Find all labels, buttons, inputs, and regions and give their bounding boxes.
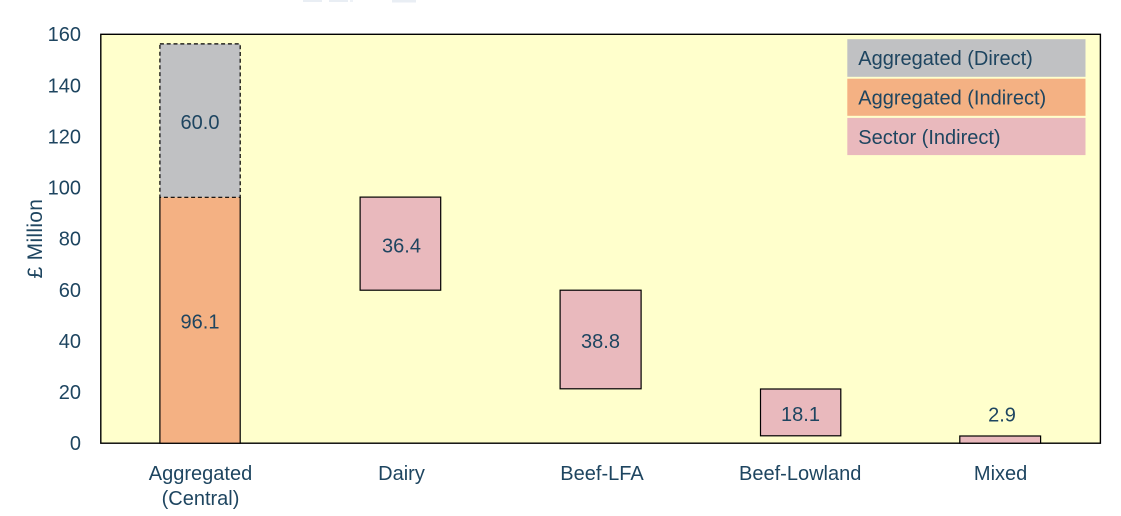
svg-text:Mixed: Mixed bbox=[974, 463, 1027, 485]
svg-text:18.1: 18.1 bbox=[781, 404, 820, 426]
svg-text:80: 80 bbox=[59, 229, 81, 251]
svg-text:Aggregated: Aggregated bbox=[149, 463, 252, 485]
svg-text:£ Million: £ Million bbox=[24, 199, 47, 279]
svg-text:Sector (Indirect): Sector (Indirect) bbox=[858, 127, 1000, 149]
svg-text:120: 120 bbox=[48, 127, 81, 149]
svg-text:0: 0 bbox=[70, 433, 81, 455]
svg-text:(Central): (Central) bbox=[162, 488, 240, 510]
svg-text:100: 100 bbox=[48, 178, 81, 200]
svg-text:96.1: 96.1 bbox=[181, 312, 220, 334]
svg-text:2.9: 2.9 bbox=[988, 405, 1016, 427]
svg-text:140: 140 bbox=[48, 75, 81, 97]
svg-text:Beef-Lowland: Beef-Lowland bbox=[739, 463, 861, 485]
svg-text:36.4: 36.4 bbox=[382, 235, 421, 257]
svg-text:40: 40 bbox=[59, 331, 81, 353]
svg-text:Aggregated (Indirect): Aggregated (Indirect) bbox=[858, 88, 1046, 110]
svg-text:Beef-LFA: Beef-LFA bbox=[560, 463, 644, 485]
svg-text:60.0: 60.0 bbox=[181, 112, 220, 134]
svg-text:20: 20 bbox=[59, 382, 81, 404]
svg-text:Aggregated (Direct): Aggregated (Direct) bbox=[858, 48, 1033, 70]
svg-text:60: 60 bbox=[59, 280, 81, 302]
svg-text:38.8: 38.8 bbox=[581, 331, 620, 353]
svg-text:160: 160 bbox=[48, 24, 81, 46]
svg-text:Dairy: Dairy bbox=[378, 463, 425, 485]
